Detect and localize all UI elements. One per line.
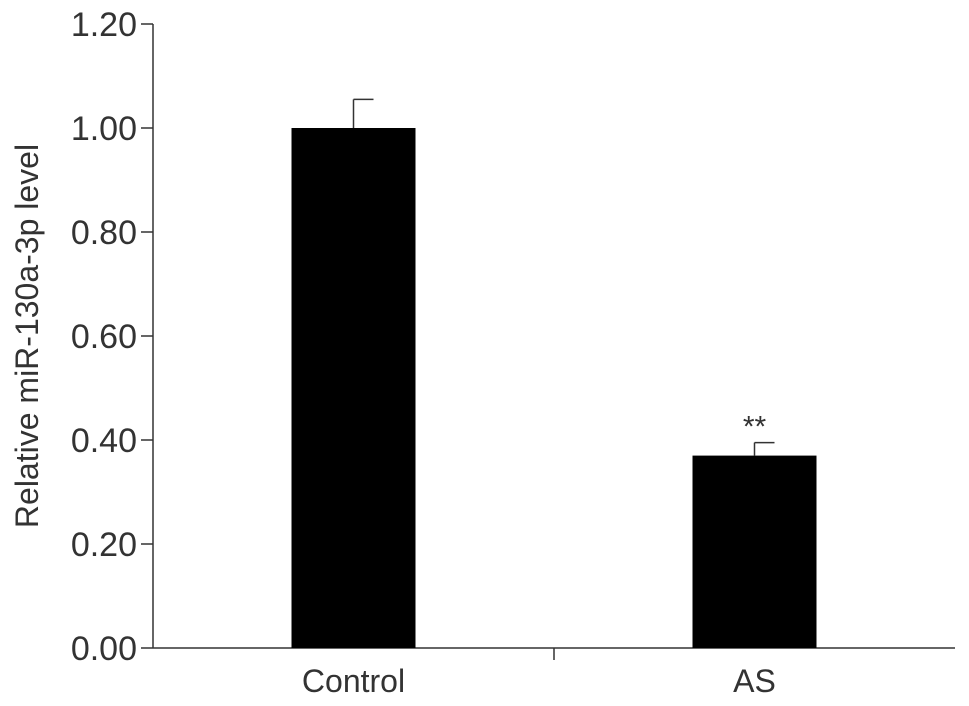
y-tick-label: 0.00: [71, 630, 137, 668]
y-tick-label: 0.40: [71, 422, 137, 460]
bars: [291, 128, 817, 648]
y-tick-label: 0.20: [71, 526, 137, 564]
y-tick-label: 1.20: [71, 6, 137, 44]
x-category-label: Control: [302, 663, 405, 699]
y-tick-label: 1.00: [71, 110, 137, 148]
y-tick-label: 0.60: [71, 318, 137, 356]
significance-annotation: **: [743, 411, 767, 444]
axes: [152, 24, 955, 649]
x-category-label: AS: [733, 663, 776, 699]
y-axis-title: Relative miR-130a-3p level: [9, 144, 45, 528]
annotations: **: [743, 411, 767, 444]
bar-as: [692, 455, 817, 648]
y-tick-label: 0.80: [71, 214, 137, 252]
bar-control: [291, 128, 416, 648]
error-bars: [352, 98, 775, 456]
y-ticks: 0.00 0.20 0.40 0.60 0.80 1.00 1.20: [71, 6, 153, 668]
x-ticks: Control AS: [302, 648, 776, 699]
